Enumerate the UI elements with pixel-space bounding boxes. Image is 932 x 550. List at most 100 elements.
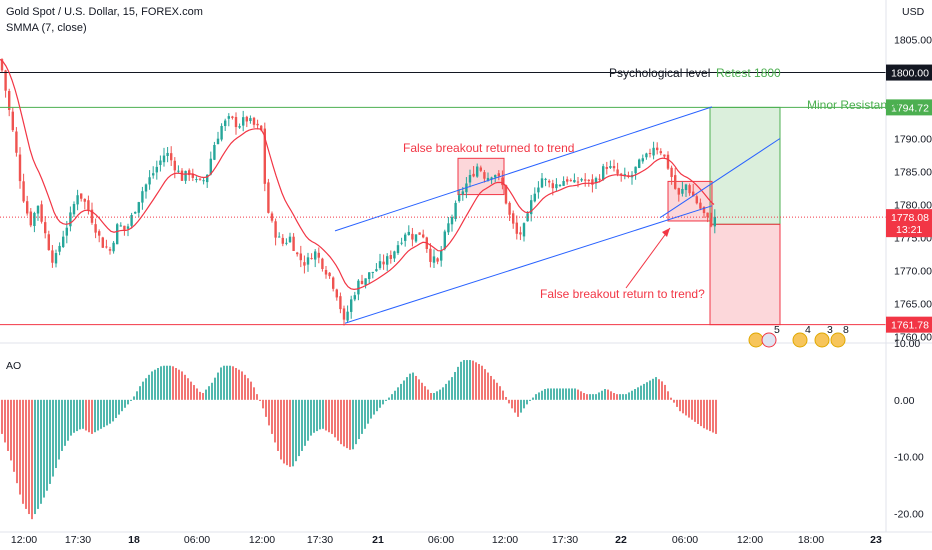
candle — [368, 272, 371, 280]
candle — [566, 179, 569, 182]
candle — [285, 242, 288, 244]
candle — [429, 248, 432, 262]
event-flag-icon[interactable] — [814, 332, 830, 348]
candle — [666, 154, 670, 169]
candle — [152, 173, 155, 176]
candle — [166, 152, 169, 156]
candle — [40, 204, 43, 222]
candle — [108, 249, 112, 251]
candle — [332, 277, 335, 289]
candle — [206, 174, 209, 183]
price-tick-label: 1785.00 — [894, 167, 932, 179]
candle — [702, 206, 706, 214]
candle — [249, 118, 252, 122]
candle — [155, 166, 158, 173]
ao-label: AO — [6, 360, 21, 372]
candle — [659, 151, 662, 154]
support-price-tag: 1761.78 — [891, 320, 929, 332]
candle — [98, 231, 101, 236]
candle — [602, 166, 605, 180]
time-tick-label: 17:30 — [307, 534, 333, 546]
candle — [497, 173, 500, 177]
candle — [224, 120, 227, 127]
candle — [51, 250, 54, 263]
false-breakout-label-2: False breakout return to trend? — [540, 287, 705, 301]
candle — [274, 221, 277, 238]
candle — [357, 280, 360, 295]
candle — [72, 203, 76, 215]
candle — [0, 59, 4, 71]
candle — [663, 154, 666, 157]
retest-label: Retest 1800 — [716, 66, 781, 80]
ao-tick-label: 0.00 — [894, 395, 915, 407]
ao-tick-label: -10.00 — [894, 452, 924, 464]
price-tick-label: 1790.00 — [894, 134, 932, 146]
candle — [371, 271, 374, 273]
candle — [8, 91, 11, 110]
candle — [674, 175, 677, 189]
event-count: 5 — [774, 324, 780, 336]
candle — [382, 261, 385, 265]
candle — [238, 126, 241, 128]
price-tick-label: 1765.00 — [894, 298, 932, 310]
candle — [339, 296, 342, 310]
channel-upper-line — [334, 106, 713, 232]
time-tick-label: 17:30 — [65, 534, 91, 546]
candle — [26, 201, 29, 214]
candle — [303, 262, 306, 266]
event-flag-icon[interactable] — [792, 332, 808, 348]
candle — [422, 234, 425, 238]
ao-tick-label: -20.00 — [894, 508, 924, 520]
candle — [530, 200, 533, 215]
lines-layer — [0, 58, 886, 326]
candle — [551, 183, 554, 189]
candle — [418, 232, 421, 235]
candle — [652, 147, 655, 156]
candle — [335, 289, 338, 298]
time-tick-label: 12:00 — [492, 534, 518, 546]
event-flag-icon[interactable] — [830, 332, 846, 348]
candle — [634, 166, 637, 174]
candle — [458, 195, 461, 202]
candle — [645, 153, 648, 158]
candle — [638, 159, 641, 168]
candle — [54, 253, 58, 264]
candle — [537, 187, 540, 193]
time-tick-label: 12:00 — [11, 534, 37, 546]
candle — [126, 226, 130, 229]
time-tick-label: 06:00 — [672, 534, 698, 546]
candle — [562, 181, 565, 186]
candle — [317, 252, 320, 258]
candle — [148, 177, 151, 185]
price-tick-label: 1805.00 — [894, 35, 932, 47]
candle — [137, 202, 140, 213]
candle — [681, 188, 684, 194]
event-count: 4 — [805, 324, 811, 336]
candle — [195, 179, 198, 181]
price-tick-label: 1780.00 — [894, 199, 932, 211]
candle — [454, 202, 457, 220]
candle — [33, 212, 36, 227]
event-flag-icon[interactable] — [748, 332, 764, 348]
channel-lower-line — [344, 205, 713, 324]
currency-badge[interactable]: USD — [902, 6, 925, 18]
candle — [58, 245, 61, 252]
event-flag-icon[interactable] — [761, 332, 777, 348]
candle — [184, 170, 187, 181]
candle — [123, 225, 126, 230]
candle — [328, 272, 331, 277]
candle — [468, 175, 472, 183]
candle — [281, 237, 284, 244]
candle — [407, 231, 410, 235]
candle — [314, 251, 317, 260]
candle — [486, 177, 490, 181]
candle — [15, 131, 18, 153]
candle — [594, 178, 598, 184]
candle — [404, 234, 407, 241]
candle — [598, 178, 601, 180]
candle — [605, 166, 608, 169]
price-tick-label: 1760.00 — [894, 331, 932, 343]
candle — [353, 295, 356, 300]
